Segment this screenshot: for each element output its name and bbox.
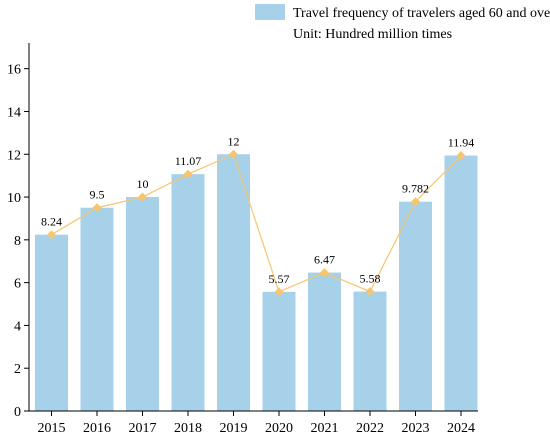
x-tick-label: 2019	[220, 421, 248, 436]
x-tick-label: 2023	[402, 421, 430, 436]
bar-2018	[171, 174, 205, 411]
y-tick-label: 8	[14, 234, 21, 249]
bar-2019	[217, 154, 250, 412]
legend-series-label: Travel frequency of travelers aged 60 an…	[293, 6, 550, 21]
trend-line-group	[47, 149, 466, 297]
data-label-2015: 8.24	[41, 215, 62, 229]
x-tick-label: 2022	[356, 421, 384, 436]
x-tick-label: 2015	[38, 421, 66, 436]
bar-2022	[353, 291, 387, 411]
legend-unit-note: Unit: Hundred million times	[293, 27, 452, 42]
y-tick-label: 12	[7, 148, 21, 163]
data-label-2021: 6.47	[314, 253, 335, 267]
x-tick-label: 2016	[83, 421, 111, 436]
trend-marker-2015	[47, 230, 56, 240]
y-tick-label: 16	[7, 63, 21, 78]
data-label-2017: 10	[137, 177, 149, 191]
legend: Travel frequency of travelers aged 60 an…	[255, 4, 550, 42]
x-tick-label: 2020	[265, 421, 293, 436]
legend-swatch	[255, 4, 285, 20]
y-tick-label: 14	[7, 105, 21, 120]
trend-marker-2021	[320, 268, 329, 278]
data-label-2024: 11.94	[448, 136, 475, 150]
bar-2015	[35, 234, 68, 411]
y-tick-label: 0	[14, 405, 21, 420]
trend-marker-2023	[411, 197, 420, 207]
data-labels-group: 8.24 9.5 10 11.07 12 5.57 6.47 5.58 9.782 11.94	[41, 134, 474, 286]
x-tick-label: 2017	[129, 421, 157, 436]
trend-marker-2020	[274, 287, 284, 297]
axes-group	[28, 43, 478, 412]
data-label-2018: 11.07	[175, 154, 202, 168]
trend-marker-2018	[183, 169, 193, 179]
bar-2021	[308, 272, 341, 411]
y-tick-label: 4	[14, 319, 21, 334]
bar-2020	[262, 291, 296, 411]
bar-2016	[80, 207, 114, 411]
x-tick-label: 2021	[311, 421, 339, 436]
y-tick-label: 6	[14, 277, 21, 292]
bar-2023	[399, 201, 432, 411]
bar-2024	[444, 155, 478, 411]
y-ticks-group: 0 2 4 6 8 10 12 14 16	[7, 63, 29, 420]
trend-line	[51, 153, 462, 293]
trend-marker-2022	[365, 287, 375, 297]
data-label-2020: 5.57	[269, 272, 290, 286]
x-tick-label: 2024	[447, 421, 475, 436]
data-label-2019: 12	[228, 134, 240, 148]
trend-marker-2024	[456, 151, 466, 161]
x-tick-label: 2018	[174, 421, 202, 436]
y-tick-label: 10	[7, 191, 21, 206]
trend-marker-2019	[229, 149, 238, 159]
data-label-2016: 9.5	[90, 188, 105, 202]
bars-group	[35, 154, 478, 412]
bar-2017	[126, 197, 159, 411]
data-label-2022: 5.58	[360, 272, 381, 286]
data-label-2023: 9.782	[402, 182, 429, 196]
trend-marker-2016	[92, 203, 102, 213]
y-tick-label: 2	[14, 362, 21, 377]
x-ticks-group: 2015 2016 2017 2018 2019 2020 2021 2022 2023 2024	[38, 411, 475, 436]
trend-marker-2017	[138, 192, 147, 202]
